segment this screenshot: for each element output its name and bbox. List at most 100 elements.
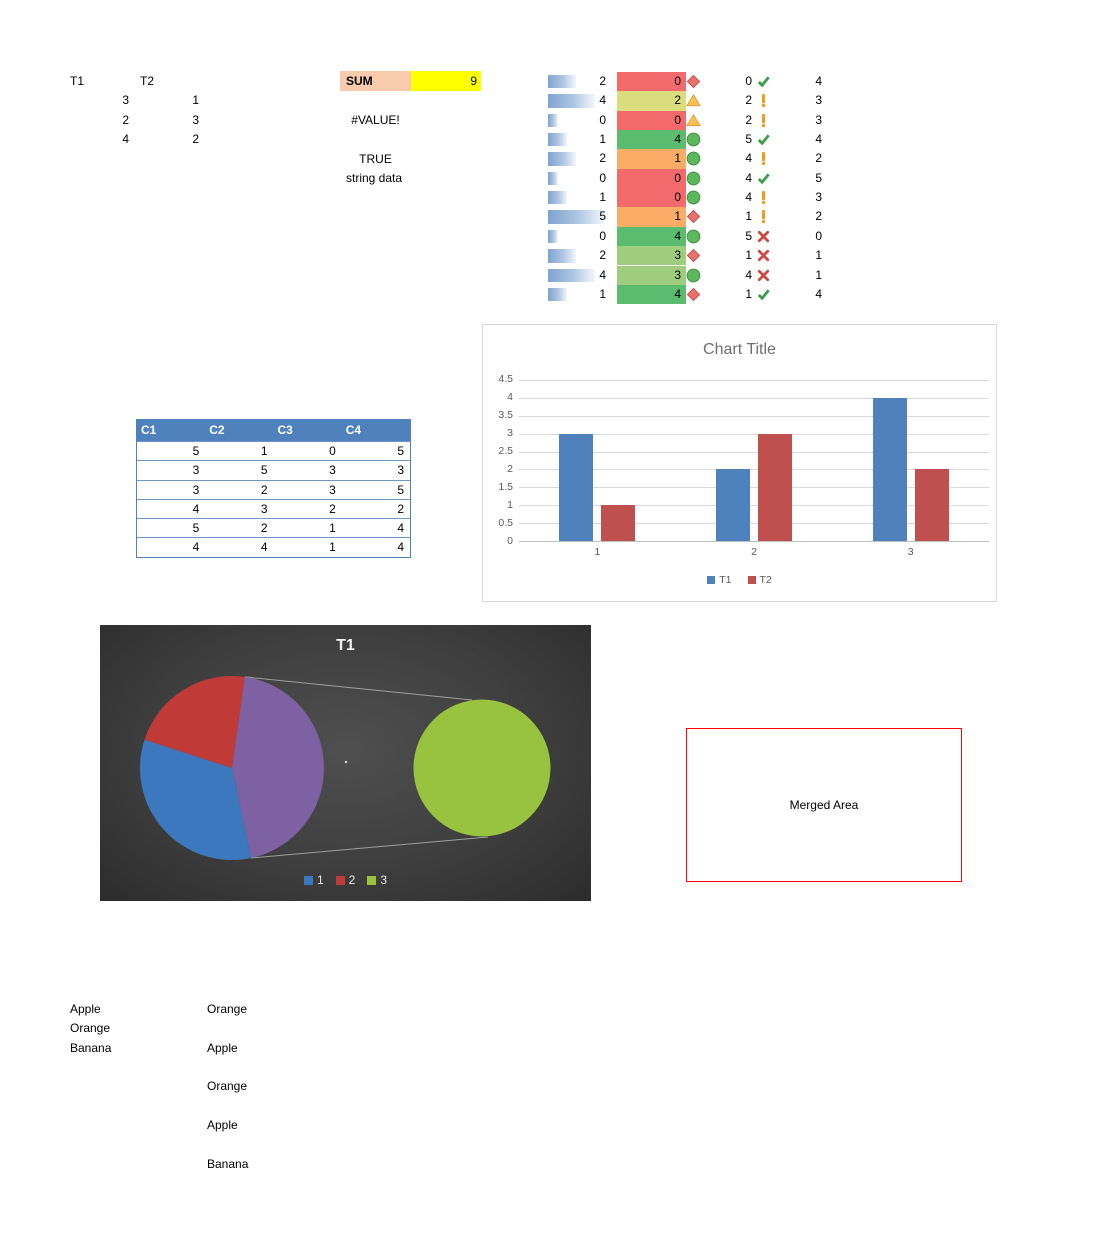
color-scale-cell[interactable]: 3 [617, 246, 686, 266]
column-header[interactable]: C2 [209, 423, 225, 437]
cell[interactable]: 0 [329, 444, 336, 458]
cell[interactable]: 4 [397, 521, 404, 536]
color-scale-cell[interactable]: 0 [617, 168, 686, 189]
plain-value-cell[interactable]: 4 [815, 132, 822, 147]
list-item[interactable]: Orange [207, 1079, 248, 1094]
pie-of-pie-chart[interactable]: T1 1 2 3 [100, 625, 591, 901]
plain-value-cell[interactable]: 2 [815, 209, 822, 224]
plain-value-cell[interactable]: 0 [815, 228, 822, 243]
cell[interactable]: 1 [260, 444, 268, 458]
column-header[interactable]: C4 [345, 423, 362, 437]
sum-value-cell[interactable]: 9 [411, 71, 481, 91]
cell[interactable]: 5 [397, 444, 404, 458]
cell[interactable]: 4 [122, 132, 129, 147]
list-item[interactable]: Orange [207, 1002, 248, 1016]
plain-value-cell[interactable]: 2 [815, 151, 822, 166]
icon-set-value[interactable]: 5 [745, 132, 752, 147]
cell[interactable]: 2 [192, 132, 199, 147]
cell[interactable]: 5 [192, 521, 200, 536]
color-scale-cell[interactable]: 4 [617, 284, 686, 305]
color-scale-cell[interactable]: 0 [617, 188, 686, 208]
cell[interactable]: 4 [397, 540, 404, 555]
data-bar-cell[interactable] [548, 188, 610, 207]
column-header[interactable]: C3 [277, 423, 293, 437]
color-scale-cell[interactable]: 0 [617, 110, 686, 131]
cell[interactable]: 2 [260, 521, 268, 536]
color-scale-cell[interactable]: 4 [617, 226, 686, 247]
legend-item[interactable]: 3 [367, 873, 387, 887]
icon-set-value[interactable]: 4 [745, 267, 752, 282]
plain-value-cell[interactable]: 3 [815, 190, 822, 205]
data-bar-cell[interactable] [548, 227, 610, 246]
cell[interactable]: 2 [329, 501, 336, 516]
c1-c4-table[interactable]: C1 C2 C3 C4 5 1 0 5 3 5 3 3 3 2 3 5 4 3 2 2 5 2 1 4 4 4 1 4 [136, 419, 411, 558]
column-header[interactable]: T1 [70, 74, 85, 88]
cell[interactable]: 2 [260, 482, 268, 497]
cell[interactable]: 4 [192, 501, 200, 516]
data-bar-cell[interactable] [548, 111, 610, 130]
list-item[interactable]: Banana [70, 1040, 112, 1055]
legend-item[interactable]: 2 [335, 873, 355, 887]
color-scale-cell[interactable]: 2 [617, 91, 686, 111]
cell[interactable]: 1 [329, 521, 336, 536]
list-item[interactable]: Banana [207, 1156, 249, 1171]
plain-value-cell[interactable]: 3 [815, 93, 822, 108]
plain-value-cell[interactable]: 3 [815, 112, 822, 127]
data-bar-cell[interactable] [548, 91, 610, 110]
color-scale-cell[interactable]: 1 [617, 149, 686, 169]
cell[interactable]: 2 [397, 501, 404, 516]
string-value-cell[interactable]: string data [346, 171, 403, 185]
icon-set-value[interactable]: 1 [745, 209, 752, 224]
cell[interactable]: 1 [329, 540, 336, 555]
plain-value-cell[interactable]: 4 [815, 74, 822, 88]
legend-item[interactable]: T2 [747, 574, 772, 586]
cell[interactable]: 5 [260, 463, 268, 478]
cell[interactable]: 3 [397, 463, 404, 478]
icon-set-value[interactable]: 2 [745, 93, 752, 108]
icon-set-value[interactable]: 1 [745, 248, 752, 263]
cell[interactable]: 3 [192, 112, 199, 127]
list-item[interactable]: Apple [207, 1040, 238, 1055]
cell[interactable]: 3 [122, 93, 129, 108]
boolean-value-cell[interactable]: TRUE [359, 151, 392, 166]
icon-set-value[interactable]: 0 [745, 74, 752, 88]
cell[interactable]: 3 [329, 463, 336, 478]
data-bar-cell[interactable] [548, 149, 610, 168]
column-header[interactable]: T2 [140, 74, 155, 88]
cell[interactable]: 2 [122, 112, 129, 127]
list-item[interactable]: Apple [207, 1118, 238, 1133]
cell[interactable]: 5 [192, 444, 200, 458]
icon-set-value[interactable]: 4 [745, 170, 752, 185]
cell[interactable]: 4 [192, 540, 200, 555]
cell[interactable]: 1 [192, 93, 199, 108]
icon-set-value[interactable]: 5 [745, 228, 752, 243]
cell[interactable]: 3 [192, 463, 200, 478]
data-bar-cell[interactable] [548, 72, 610, 91]
plain-value-cell[interactable]: 1 [815, 267, 822, 282]
sum-label-cell[interactable]: SUM [340, 71, 411, 91]
data-bar-cell[interactable] [548, 169, 610, 188]
cell[interactable]: 5 [397, 482, 404, 497]
plain-value-cell[interactable]: 1 [815, 248, 822, 263]
column-header[interactable]: C1 [141, 423, 157, 437]
list-item[interactable]: Apple [70, 1002, 101, 1016]
cell[interactable]: 3 [192, 482, 200, 497]
data-bar-cell[interactable] [548, 130, 610, 149]
bar-chart[interactable]: Chart Title T1 T2 0 0.5 1 1.5 2 2.5 3 3.5 4 4.5 1 2 3 [482, 324, 997, 602]
plain-value-cell[interactable]: 5 [815, 170, 822, 185]
data-bar-cell[interactable] [548, 246, 610, 265]
list-item[interactable]: Orange [70, 1021, 111, 1036]
data-bar-cell[interactable] [548, 207, 610, 226]
legend-item[interactable]: 1 [303, 873, 324, 887]
legend-item[interactable]: T1 [707, 574, 732, 586]
cell[interactable]: 4 [260, 540, 268, 555]
color-scale-cell[interactable]: 4 [617, 130, 686, 150]
icon-set-value[interactable]: 4 [745, 151, 752, 166]
data-bar-cell[interactable] [548, 285, 610, 304]
cell[interactable]: 3 [260, 501, 268, 516]
error-value-cell[interactable]: #VALUE! [351, 112, 400, 127]
t1-t2-table[interactable]: T1 T2 3 1 2 3 4 2 [62, 72, 204, 150]
icon-set-value[interactable]: 2 [745, 112, 752, 127]
icon-set-value[interactable]: 1 [745, 286, 752, 301]
